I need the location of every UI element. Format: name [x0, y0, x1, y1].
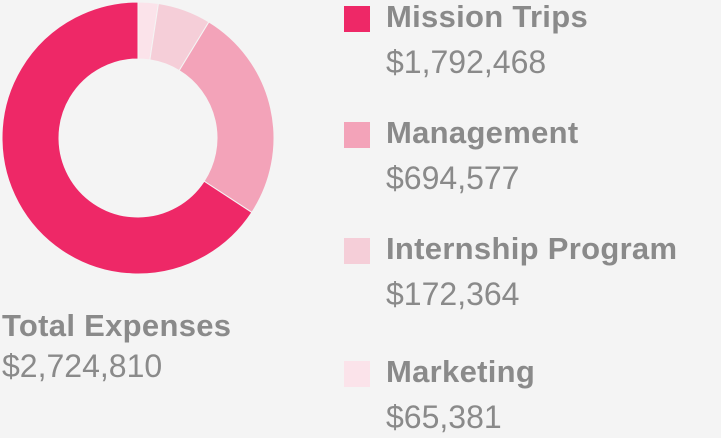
- legend-item-mission-trips: Mission Trips $1,792,468: [344, 0, 721, 100]
- legend-label: Marketing: [386, 354, 536, 389]
- legend-item-internship-program: Internship Program $172,364: [344, 231, 721, 332]
- donut-slice-mission-trips: [1, 1, 253, 275]
- legend-value: $1,792,468: [386, 44, 547, 80]
- legend-label: Management: [386, 115, 579, 150]
- total-expenses-label: Total Expenses: [2, 308, 232, 343]
- legend-item-marketing: Marketing $65,381: [344, 354, 721, 438]
- total-expenses: Total Expenses $2,724,810: [2, 306, 302, 386]
- legend-swatch: [344, 122, 370, 148]
- legend-item-management: Management $694,577: [344, 115, 721, 216]
- donut-slice-management: [178, 21, 275, 214]
- legend-label: Mission Trips: [386, 0, 588, 34]
- legend-label: Internship Program: [386, 231, 678, 266]
- legend-value: $65,381: [386, 399, 502, 435]
- legend-swatch: [344, 6, 370, 32]
- legend-swatch: [344, 361, 370, 387]
- legend-swatch: [344, 238, 370, 264]
- total-expenses-value: $2,724,810: [2, 348, 163, 384]
- legend-value: $694,577: [386, 160, 520, 196]
- donut-slices: [1, 1, 275, 275]
- donut-chart: [1, 1, 275, 275]
- legend-value: $172,364: [386, 276, 520, 312]
